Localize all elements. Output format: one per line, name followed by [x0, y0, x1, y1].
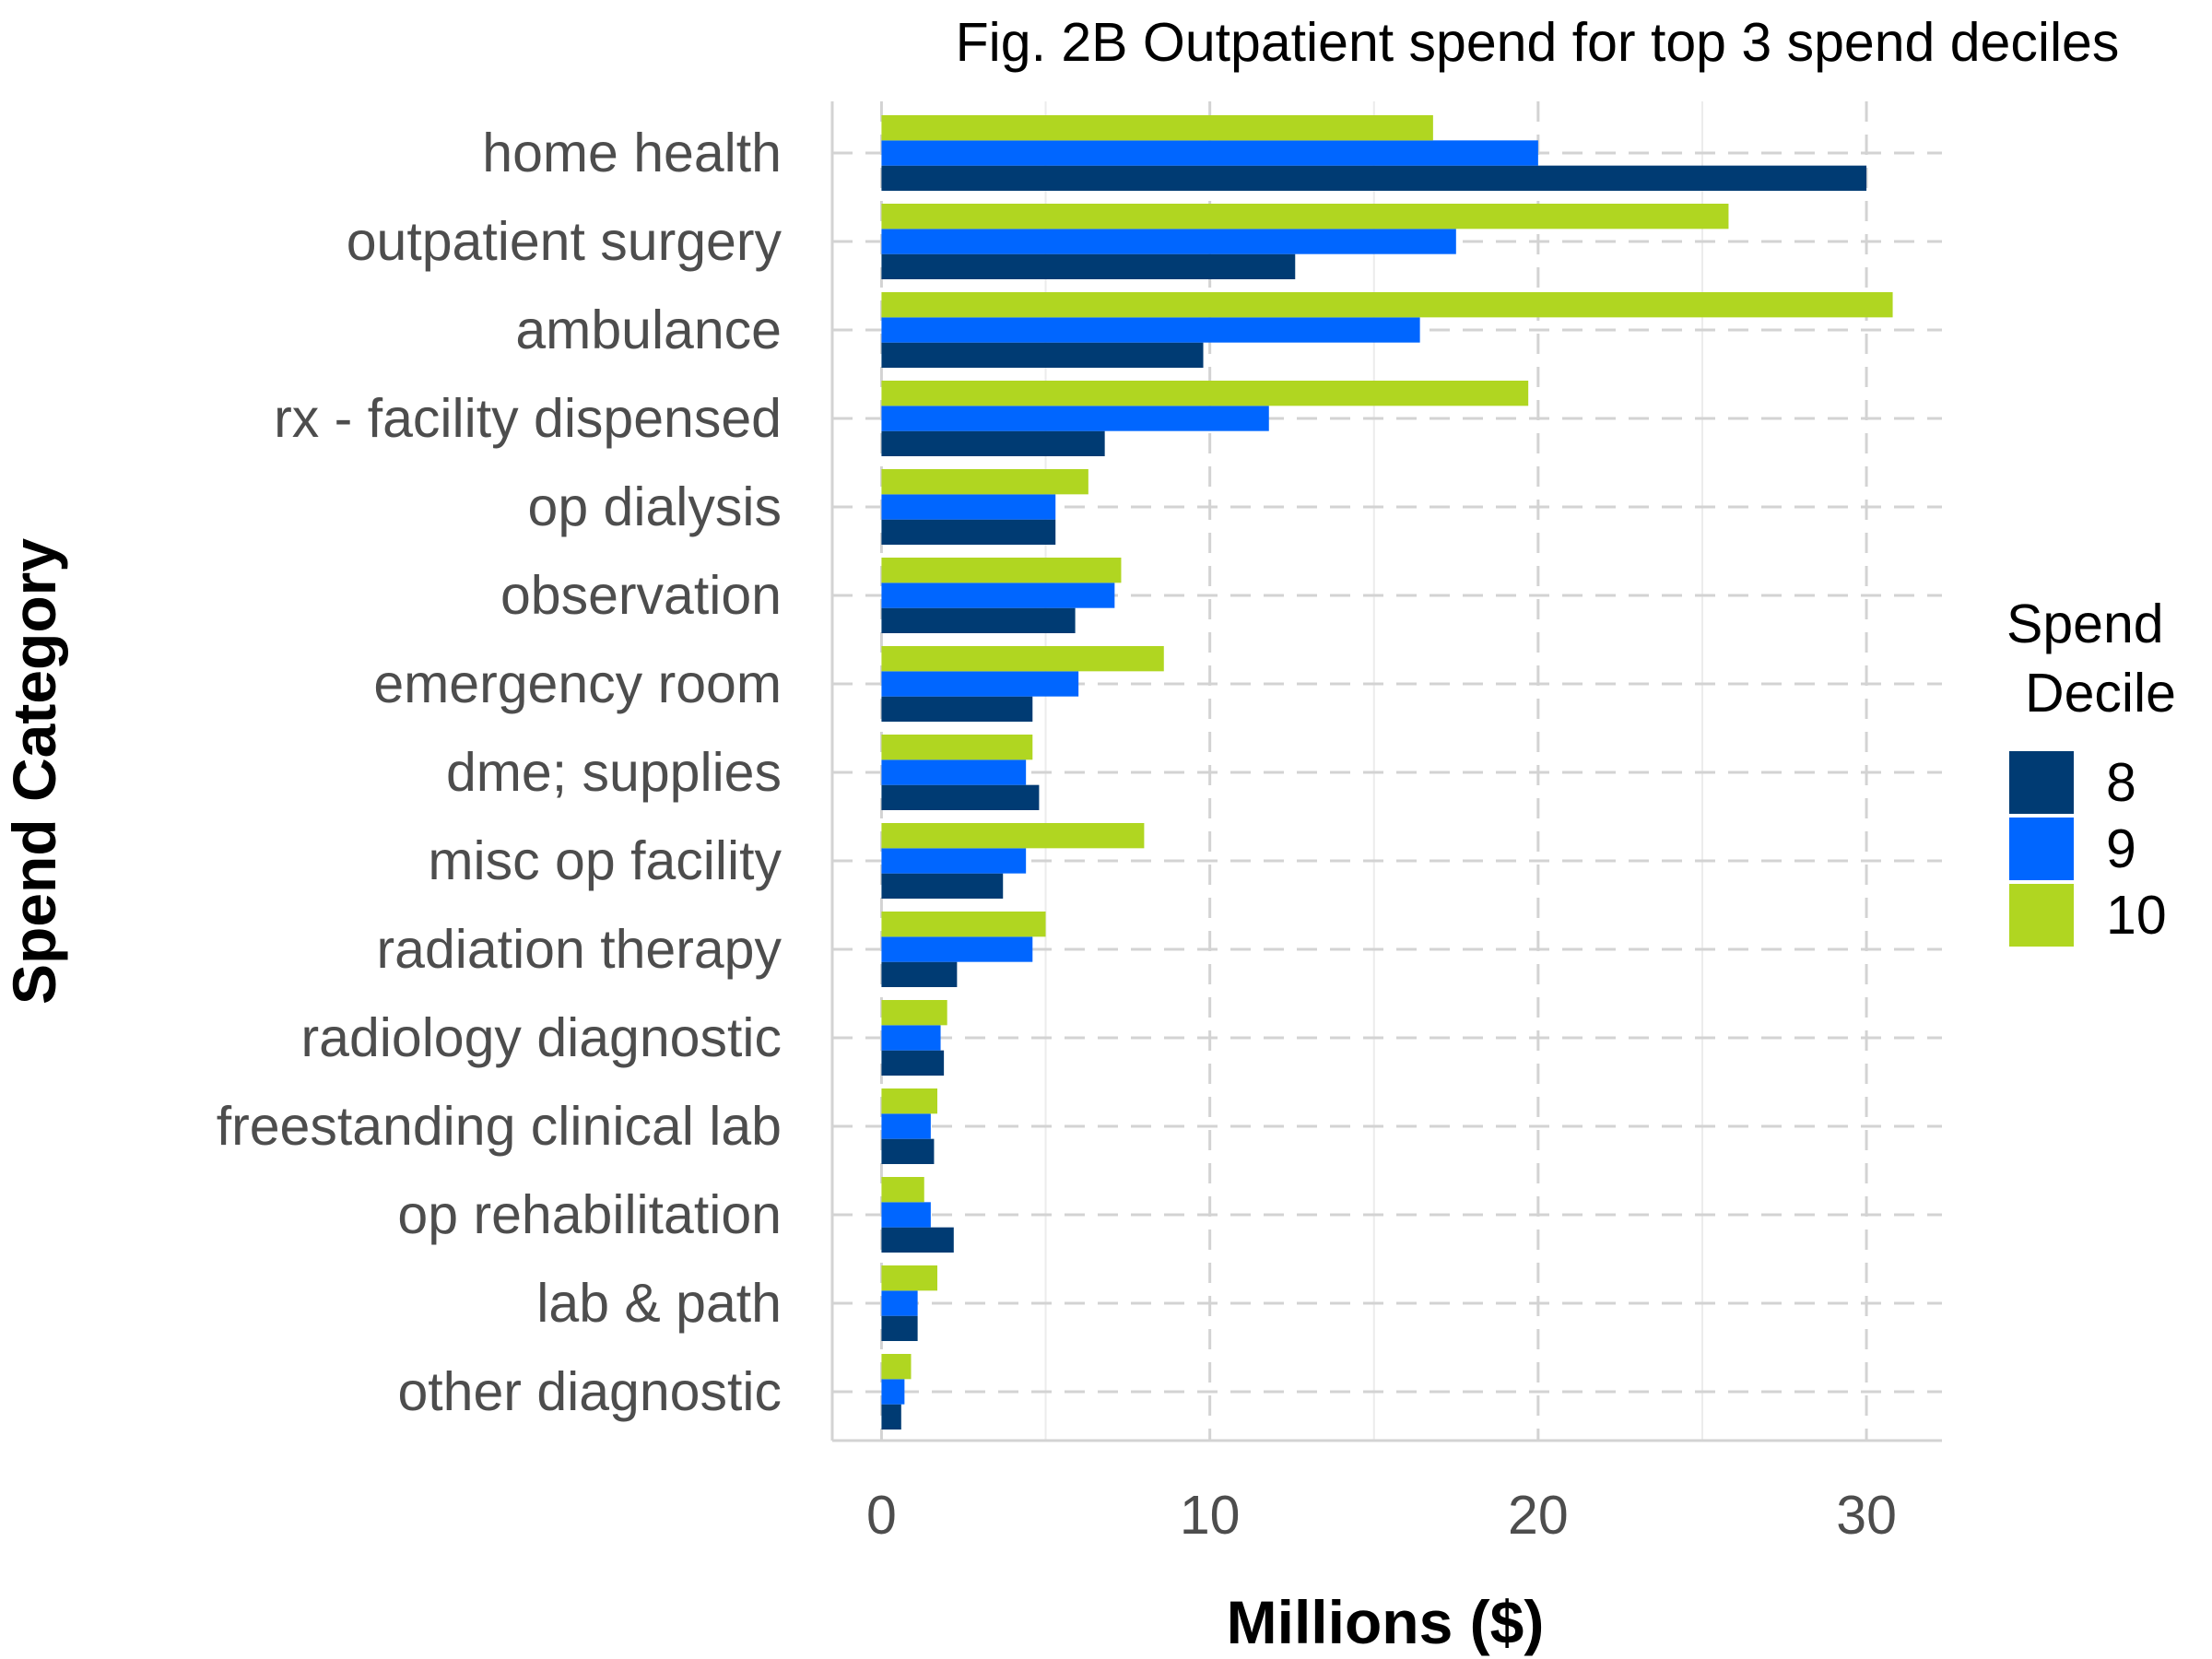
y-tick-label: op rehabilitation	[397, 1184, 782, 1245]
x-tick-label: 10	[1180, 1485, 1241, 1546]
x-axis-title: Millions ($)	[1227, 1588, 1545, 1656]
legend-title: Spend	[2006, 594, 2164, 654]
bar-9	[881, 1202, 931, 1228]
y-tick-label: ambulance	[515, 300, 782, 360]
bar-9	[881, 494, 1056, 520]
y-tick-label: rx - facility dispensed	[274, 388, 782, 449]
y-tick-label: freestanding clinical lab	[217, 1096, 782, 1157]
bar-10	[881, 1265, 937, 1291]
bar-10	[881, 1088, 937, 1114]
bar-8	[881, 1315, 918, 1341]
bar-8	[881, 430, 1105, 456]
bar-8	[881, 696, 1033, 722]
bar-9	[881, 848, 1027, 874]
bar-8	[881, 519, 1056, 545]
legend-title: Decile	[2025, 663, 2176, 724]
bar-9	[881, 759, 1027, 785]
bar-9	[881, 1025, 941, 1051]
bar-8	[881, 342, 1204, 368]
bar-10	[881, 735, 1033, 760]
bar-8	[881, 784, 1040, 810]
bar-9	[881, 1290, 918, 1316]
legend-key-8	[2009, 751, 2074, 814]
y-tick-label: misc op facility	[428, 830, 782, 891]
x-tick-label: 30	[1836, 1485, 1897, 1546]
y-tick-label: home health	[482, 123, 782, 183]
bar-9	[881, 140, 1538, 166]
bar-10	[881, 912, 1046, 937]
y-axis-title: Spend Category	[0, 538, 68, 1005]
bar-10	[881, 1354, 912, 1380]
y-tick-label: radiation therapy	[376, 919, 782, 980]
bar-9	[881, 317, 1420, 343]
y-tick-label: observation	[500, 565, 782, 626]
y-tick-label: dme; supplies	[446, 742, 782, 803]
y-tick-label: radiology diagnostic	[301, 1007, 782, 1068]
bar-8	[881, 873, 1004, 899]
y-tick-label: emergency room	[373, 653, 782, 714]
axes	[830, 101, 1942, 1442]
bar-8	[881, 253, 1296, 279]
bars	[881, 115, 1893, 1430]
legend-key-9	[2009, 818, 2074, 880]
bar-9	[881, 936, 1033, 962]
legend-label: 10	[2106, 885, 2167, 946]
bar-9	[881, 229, 1456, 254]
y-tick-labels: home health outpatient surgery ambulance rx…	[217, 123, 782, 1422]
bar-9	[881, 406, 1269, 431]
bar-9	[881, 582, 1115, 608]
y-tick-label: lab & path	[536, 1273, 782, 1334]
y-tick-label: other diagnostic	[397, 1361, 782, 1422]
bar-10	[881, 115, 1433, 141]
bar-10	[881, 204, 1729, 229]
bar-10	[881, 646, 1164, 672]
bar-8	[881, 165, 1867, 191]
bar-10	[881, 1000, 947, 1026]
bar-8	[881, 1227, 954, 1253]
x-tick-label: 0	[866, 1485, 897, 1546]
bar-8	[881, 1404, 901, 1430]
bar-10	[881, 823, 1145, 849]
y-tick-label: outpatient surgery	[347, 211, 782, 272]
legend-label: 9	[2106, 818, 2136, 879]
legend-key-10	[2009, 884, 2074, 947]
chart-title: Fig. 2B Outpatient spend for top 3 spend…	[956, 12, 2120, 73]
bar-8	[881, 1050, 945, 1076]
bar-10	[881, 292, 1893, 318]
bar-9	[881, 1379, 905, 1405]
bar-10	[881, 1177, 924, 1203]
bar-8	[881, 1138, 935, 1164]
x-tick-label: 20	[1508, 1485, 1569, 1546]
bar-10	[881, 558, 1122, 583]
bar-10	[881, 469, 1088, 495]
bar-8	[881, 607, 1076, 633]
bar-8	[881, 961, 958, 987]
x-tick-labels: 0 10 20 30	[866, 1485, 1897, 1546]
bar-9	[881, 1113, 931, 1139]
bar-9	[881, 671, 1079, 697]
y-tick-label: op dialysis	[528, 477, 782, 537]
legend-label: 8	[2106, 752, 2136, 813]
bar-10	[881, 381, 1529, 406]
